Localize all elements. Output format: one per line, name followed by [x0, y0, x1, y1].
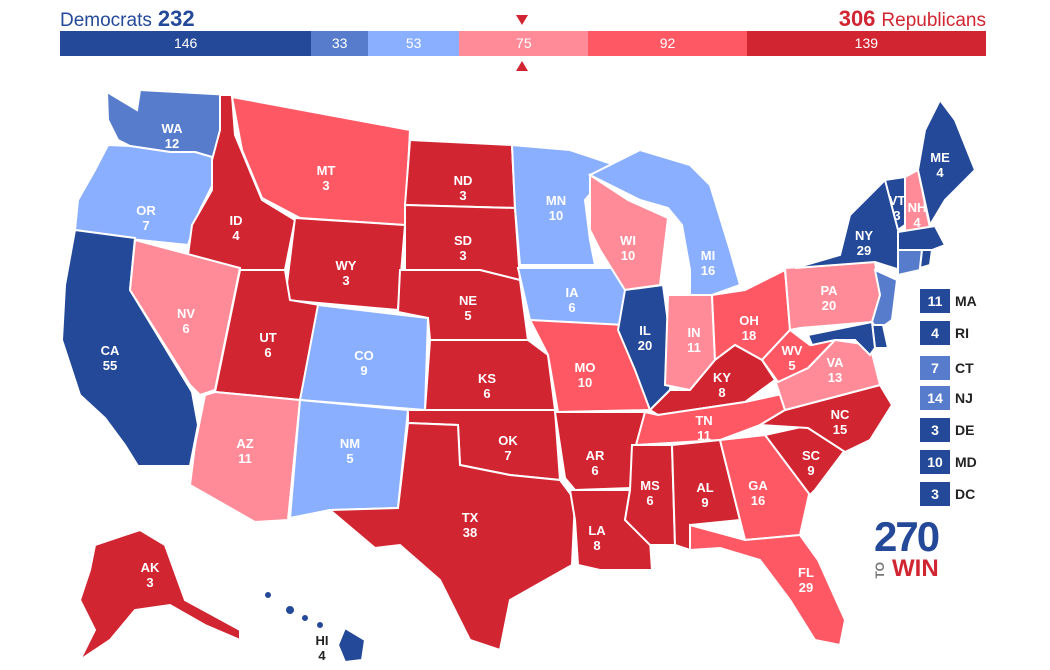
state-SD[interactable] [404, 203, 522, 282]
logo-to: TO [873, 562, 887, 579]
small-state-box-CT[interactable]: 7 [920, 356, 950, 380]
state-label-HI: HI [316, 633, 329, 648]
state-CO[interactable] [298, 303, 430, 412]
small-state-box-MA[interactable]: 11 [920, 289, 950, 313]
270-marker-top-icon [516, 15, 528, 25]
electoral-vote-bar: 146 33 53 75 92 139 [60, 31, 986, 56]
bar-segment-2: 53 [368, 31, 460, 56]
state-PA[interactable] [783, 260, 882, 332]
bar-segment-0: 146 [60, 31, 312, 56]
small-state-name-MA: MA [955, 293, 977, 309]
state-NV[interactable] [128, 238, 242, 397]
small-state-box-DE[interactable]: 3 [920, 418, 950, 442]
republicans-label: Republicans [881, 10, 986, 31]
270towin-logo: 270 TO WIN [873, 513, 944, 582]
270-marker-bottom-icon [516, 61, 528, 71]
small-state-name-DE: DE [955, 422, 975, 438]
state-NM[interactable] [288, 398, 410, 520]
state-RI[interactable] [918, 249, 934, 270]
logo-win: WIN [892, 555, 939, 582]
bar-segment-1: 33 [311, 31, 369, 56]
state-MD[interactable] [806, 320, 877, 357]
state-HI[interactable] [263, 590, 367, 664]
state-CT[interactable] [897, 249, 924, 277]
state-NY[interactable] [794, 178, 901, 272]
republicans-heading: 306 Republicans [839, 6, 986, 32]
state-votes-HI: 4 [318, 648, 326, 663]
state-WY[interactable] [283, 216, 407, 312]
state-FL[interactable] [689, 523, 847, 647]
small-state-name-MD: MD [955, 454, 977, 470]
small-state-name-CT: CT [955, 360, 974, 376]
bar-segment-3: 75 [459, 31, 589, 56]
bar-segment-4: 92 [588, 31, 747, 56]
small-state-box-DC[interactable]: 3 [920, 482, 950, 506]
small-state-box-NJ[interactable]: 14 [920, 386, 950, 410]
republicans-total: 306 [838, 6, 876, 31]
small-state-name-RI: RI [955, 325, 969, 341]
small-state-name-DC: DC [955, 486, 976, 502]
state-MA[interactable] [897, 224, 947, 251]
state-AK[interactable] [77, 528, 241, 663]
state-AZ[interactable] [188, 390, 302, 524]
header: Democrats 232 306 Republicans 146 33 53 75 92 1… [0, 0, 1050, 80]
democrats-label: Democrats [60, 10, 152, 31]
small-state-box-RI[interactable]: 4 [920, 321, 950, 345]
democrats-heading: Democrats 232 [60, 6, 195, 32]
democrats-total: 232 [157, 6, 195, 31]
state-ND[interactable] [403, 138, 517, 210]
logo-number: 270 [874, 513, 940, 560]
bar-segment-5: 139 [746, 31, 986, 56]
state-TX[interactable] [327, 421, 577, 652]
small-state-box-MD[interactable]: 10 [920, 450, 950, 474]
state-ME[interactable] [916, 98, 977, 228]
state-KS[interactable] [423, 339, 557, 411]
small-state-name-NJ: NJ [955, 390, 973, 406]
